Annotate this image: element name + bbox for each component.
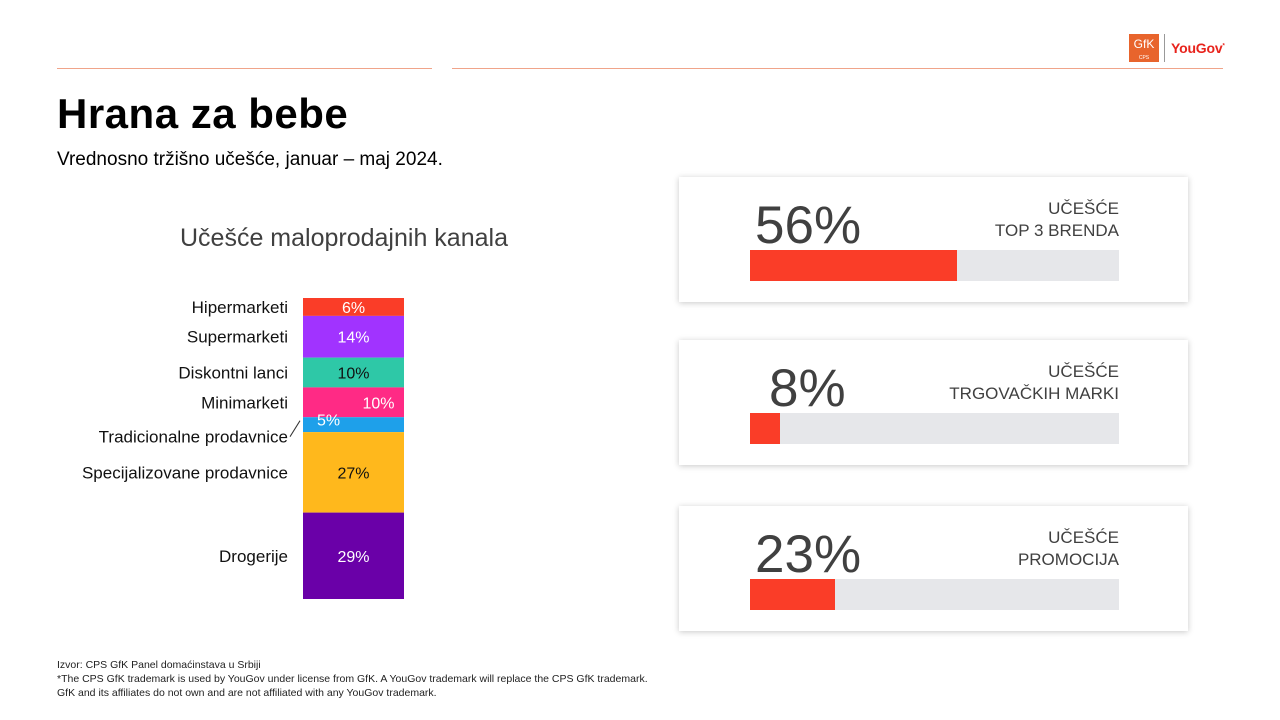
category-label-4: Tradicionalne prodavnice xyxy=(99,428,288,447)
kpi-progress-fill xyxy=(750,413,780,444)
bar-value-label-3: 10% xyxy=(362,395,394,412)
leader-line xyxy=(289,420,301,437)
footer-source: Izvor: CPS GfK Panel domaćinstava u Srbi… xyxy=(57,659,261,671)
header-rule-right xyxy=(452,68,1223,69)
kpi-label-line1: UČEŠĆE xyxy=(1048,199,1119,218)
kpi-progress-track xyxy=(750,250,1119,281)
kpi-label-line2: TRGOVAČKIH MARKI xyxy=(949,384,1119,403)
kpi-progress-track xyxy=(750,579,1119,610)
category-label-3: Minimarketi xyxy=(201,393,288,412)
bar-segment-4 xyxy=(303,417,404,433)
kpi-label-line1: UČEŠĆE xyxy=(1048,362,1119,381)
page-title: Hrana za bebe xyxy=(57,90,349,137)
bar-segment-6 xyxy=(303,512,404,599)
bar-value-label-2: 10% xyxy=(337,366,369,383)
gfk-logo-text: GfK xyxy=(1133,37,1155,51)
gfk-logo: GfK CPS xyxy=(1129,34,1159,62)
kpi-label: UČEŠĆE TRGOVAČKIH MARKI xyxy=(949,361,1119,405)
category-label-1: Supermarketi xyxy=(187,328,288,347)
kpi-label: UČEŠĆE PROMOCIJA xyxy=(1018,527,1119,571)
footer-disclaimer-2: GfK and its affiliates do not own and ar… xyxy=(57,687,437,699)
kpi-value: 8% xyxy=(769,359,846,418)
bar-segment-0 xyxy=(303,298,404,316)
bar-segment-3 xyxy=(303,387,404,418)
yougov-logo: YouGov* xyxy=(1171,40,1225,56)
page-subtitle: Vrednosno tržišno učešće, januar – maj 2… xyxy=(57,149,443,170)
gfk-logo-sub: CPS xyxy=(1138,55,1150,61)
bar-value-label-1: 14% xyxy=(337,330,369,347)
kpi-label: UČEŠĆE TOP 3 BRENDA xyxy=(995,198,1119,242)
kpi-value: 56% xyxy=(755,196,862,255)
category-label-2: Diskontni lanci xyxy=(178,364,288,383)
bar-segment-1 xyxy=(303,315,404,358)
yougov-logo-text: YouGov xyxy=(1171,40,1223,56)
bar-value-label-6: 29% xyxy=(337,549,369,566)
kpi-card-top3: 56% UČEŠĆE TOP 3 BRENDA xyxy=(679,177,1188,302)
kpi-progress-fill xyxy=(750,579,835,610)
kpi-label-line2: TOP 3 BRENDA xyxy=(994,221,1119,240)
kpi-value: 23% xyxy=(755,525,862,584)
kpi-progress-track xyxy=(750,413,1119,444)
chart-title: Učešće maloprodajnih kanala xyxy=(180,224,508,252)
brand-logo: GfK CPS YouGov* xyxy=(1129,34,1225,62)
bar-value-label-0: 6% xyxy=(342,300,365,317)
category-label-6: Drogerije xyxy=(219,547,288,566)
bar-value-label-4: 5% xyxy=(317,413,340,430)
kpi-progress-fill xyxy=(750,250,957,281)
kpi-label-line2: PROMOCIJA xyxy=(1017,550,1119,569)
logo-divider xyxy=(1164,34,1165,62)
category-label-0: Hipermarketi xyxy=(192,298,288,317)
footer-notes: Izvor: CPS GfK Panel domaćinstava u Srbi… xyxy=(57,658,648,700)
category-label-5: Specijalizovane prodavnice xyxy=(82,463,288,482)
footer-disclaimer-1: *The CPS GfK trademark is used by YouGov… xyxy=(57,673,648,685)
header-rule-left xyxy=(57,68,432,69)
bar-value-label-5: 27% xyxy=(337,465,369,482)
stacked-bar-chart: 6% Hipermarketi 14% Supermarketi 10% Diskontn… xyxy=(82,298,404,599)
bar-segment-2 xyxy=(303,357,404,388)
bar-segment-5 xyxy=(303,432,404,513)
kpi-label-line1: UČEŠĆE xyxy=(1048,528,1119,547)
kpi-card-promotion: 23% UČEŠĆE PROMOCIJA xyxy=(679,506,1188,631)
kpi-card-private-label: 8% UČEŠĆE TRGOVAČKIH MARKI xyxy=(679,340,1188,465)
